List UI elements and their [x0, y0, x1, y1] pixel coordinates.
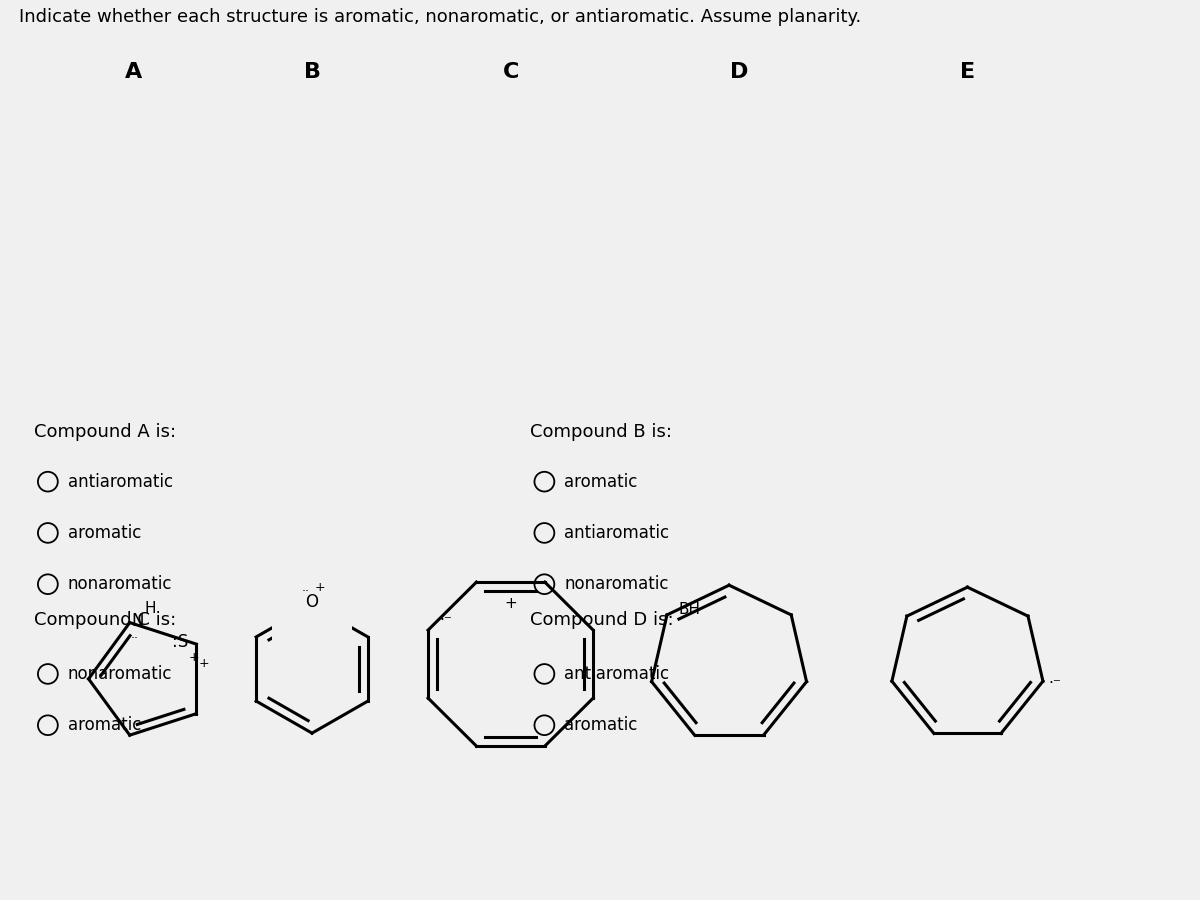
Text: nonaromatic: nonaromatic: [564, 575, 668, 593]
Text: aromatic: aromatic: [67, 716, 142, 734]
Text: BH: BH: [679, 602, 701, 617]
Text: nonaromatic: nonaromatic: [67, 575, 173, 593]
Text: +: +: [190, 652, 199, 664]
Text: B: B: [304, 62, 320, 83]
Text: Compound D is:: Compound D is:: [530, 611, 674, 629]
Text: aromatic: aromatic: [564, 472, 637, 490]
Text: Compound A is:: Compound A is:: [34, 423, 176, 441]
Text: aromatic: aromatic: [67, 524, 142, 542]
Text: +: +: [504, 597, 517, 611]
Text: +: +: [199, 657, 210, 670]
Text: H: H: [145, 601, 156, 617]
Text: :S: :S: [172, 633, 188, 651]
Text: C: C: [503, 62, 518, 83]
Text: E: E: [960, 62, 974, 83]
Text: aromatic: aromatic: [564, 716, 637, 734]
Text: O: O: [306, 593, 318, 611]
Text: ..: ..: [131, 628, 139, 641]
Text: N: N: [132, 612, 144, 630]
Text: +: +: [314, 580, 325, 594]
Text: D: D: [730, 62, 749, 83]
Text: antiaromatic: antiaromatic: [564, 524, 670, 542]
Text: ·⁻: ·⁻: [439, 613, 452, 628]
Text: Compound C is:: Compound C is:: [34, 611, 176, 629]
Text: ..: ..: [302, 580, 310, 594]
Text: antiaromatic: antiaromatic: [564, 665, 670, 683]
Text: nonaromatic: nonaromatic: [67, 665, 173, 683]
Text: antiaromatic: antiaromatic: [67, 472, 173, 490]
Text: ·⁻: ·⁻: [1049, 676, 1061, 691]
Text: A: A: [125, 62, 142, 83]
Text: Compound B is:: Compound B is:: [530, 423, 672, 441]
Text: Indicate whether each structure is aromatic, nonaromatic, or antiaromatic. Assum: Indicate whether each structure is aroma…: [19, 8, 862, 26]
